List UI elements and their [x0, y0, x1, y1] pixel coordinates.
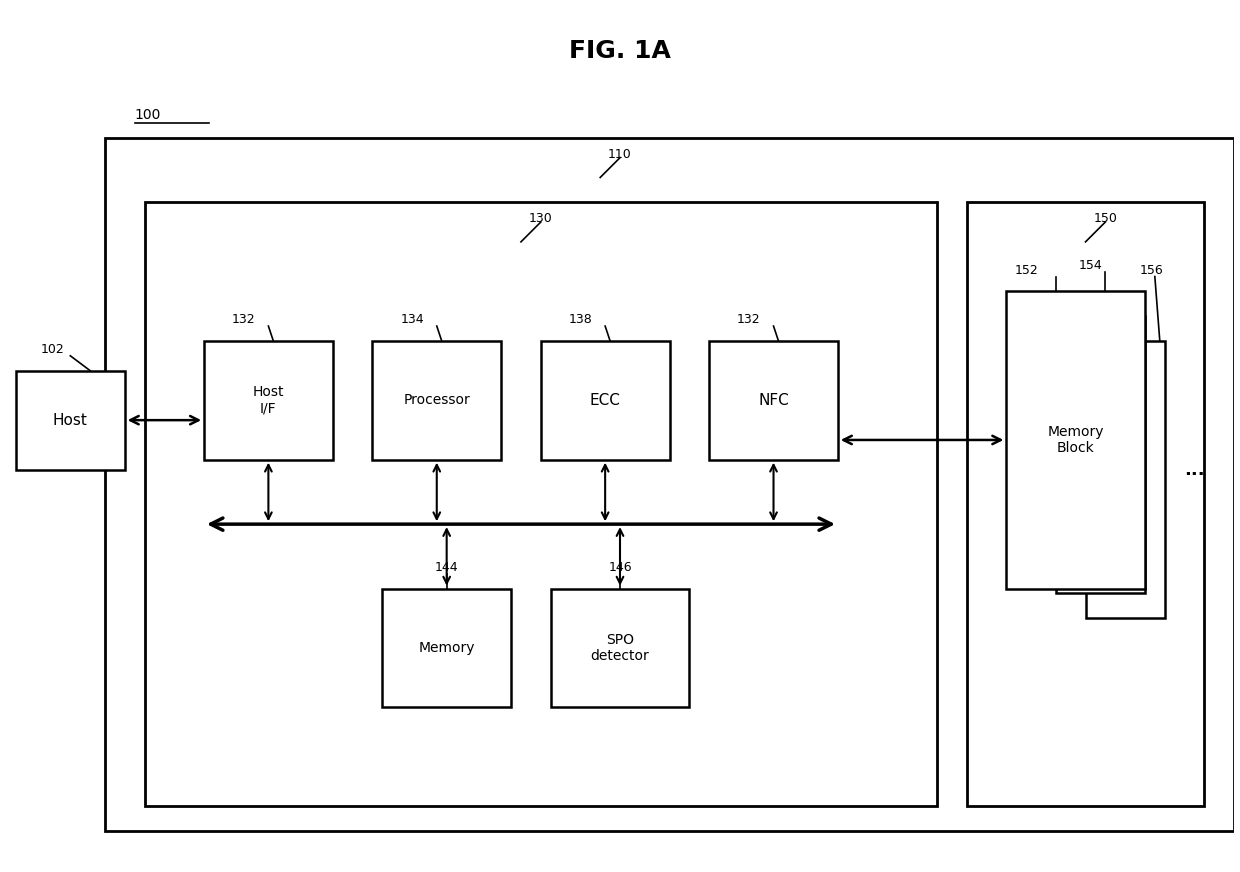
Bar [372, 341, 501, 460]
Text: Memory
Block: Memory Block [1048, 425, 1104, 455]
Text: 132: 132 [232, 313, 255, 326]
Bar [105, 138, 1234, 831]
Bar [1085, 341, 1164, 618]
Text: Host: Host [53, 412, 88, 427]
Text: 132: 132 [737, 313, 760, 326]
Text: Host
I/F: Host I/F [253, 385, 284, 415]
Bar [16, 371, 125, 470]
Text: 110: 110 [608, 147, 632, 160]
Text: 146: 146 [608, 561, 632, 574]
Text: FIG. 1A: FIG. 1A [569, 39, 671, 63]
Text: 144: 144 [435, 561, 459, 574]
Bar [1055, 317, 1145, 594]
Text: 150: 150 [1094, 212, 1117, 225]
Text: SPO
detector: SPO detector [590, 633, 650, 663]
Text: ECC: ECC [590, 393, 620, 408]
Bar [1007, 291, 1145, 589]
Text: 156: 156 [1140, 263, 1163, 276]
Text: Memory: Memory [418, 641, 475, 655]
Text: 102: 102 [41, 343, 64, 356]
Bar [205, 341, 332, 460]
Text: 130: 130 [529, 212, 553, 225]
Text: ...: ... [1184, 460, 1205, 479]
Text: 134: 134 [401, 313, 424, 326]
Text: 138: 138 [568, 313, 593, 326]
Text: 152: 152 [1014, 263, 1038, 276]
Bar [551, 589, 689, 707]
Text: Processor: Processor [403, 393, 470, 407]
Bar [709, 341, 838, 460]
Text: NFC: NFC [758, 393, 789, 408]
Bar [541, 341, 670, 460]
Text: 100: 100 [135, 108, 161, 122]
Text: 154: 154 [1079, 259, 1102, 271]
Bar [967, 202, 1204, 807]
Bar [382, 589, 511, 707]
Bar [145, 202, 937, 807]
